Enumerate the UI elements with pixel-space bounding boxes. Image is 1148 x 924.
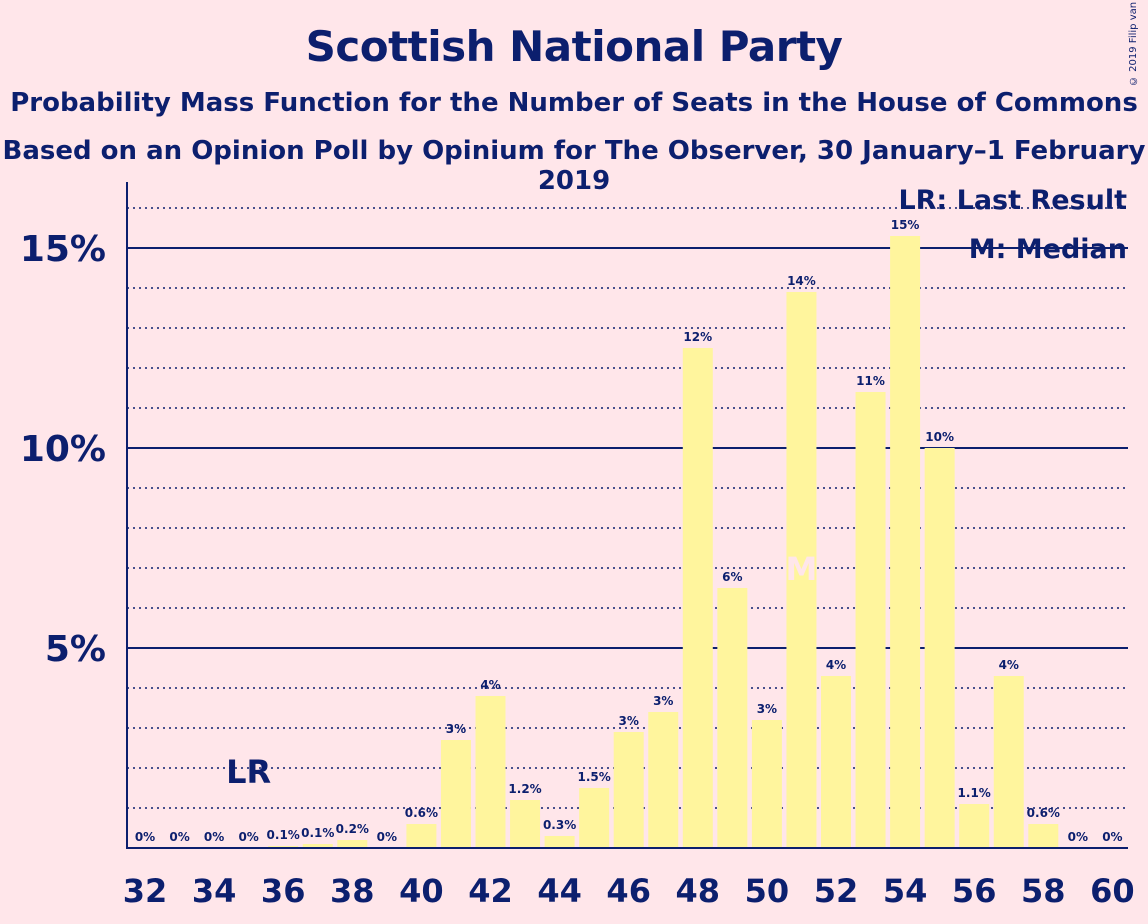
- bar-37: [302, 844, 333, 848]
- bars: [268, 236, 1059, 848]
- data-label-33: 0%: [169, 830, 189, 844]
- x-tick-label: 32: [123, 872, 168, 910]
- data-label-44: 0.3%: [543, 818, 576, 832]
- bar-46: [613, 732, 644, 848]
- bar-45: [579, 788, 610, 848]
- data-labels: 0% 0% 0% 0% 0.1% 0.1% 0.2%0%0.6%3%4%1.2%0.3%1.…: [135, 218, 1123, 844]
- data-label-51: 14%: [787, 274, 816, 288]
- x-tick-label: 36: [261, 872, 306, 910]
- bar-57: [993, 676, 1024, 848]
- chart-subtitle-poll: Based on an Opinion Poll by Opinium for …: [2, 136, 1146, 196]
- legend-last-result: LR: Last Result: [898, 185, 1127, 216]
- gridlines: [127, 207, 1128, 809]
- data-label-40: 0.6%: [405, 806, 438, 820]
- bar-53: [855, 392, 886, 848]
- axes: 5% 10% 15% 32 34 36 38 40 42 44 46 48 50 52 54 56 58 60: [20, 182, 1135, 910]
- data-label-50: 3%: [757, 702, 777, 716]
- data-label-56: 1.1%: [958, 786, 991, 800]
- x-tick-label: 52: [814, 872, 859, 910]
- bar-40: [406, 824, 437, 848]
- legend-median: M: Median: [969, 234, 1127, 265]
- data-label-48: 12%: [683, 330, 712, 344]
- data-label-42: 4%: [480, 678, 500, 692]
- data-label-52: 4%: [826, 658, 846, 672]
- bar-49: [717, 588, 748, 848]
- data-label-37: 0.1%: [301, 826, 334, 840]
- data-label-49: 6%: [722, 570, 742, 584]
- data-label-34: 0%: [204, 830, 224, 844]
- data-label-45: 1.5%: [578, 770, 611, 784]
- x-tick-label: 44: [537, 872, 582, 910]
- y-tick-label: 5%: [45, 629, 106, 670]
- bar-52: [821, 676, 851, 848]
- median-marker: M: [786, 550, 818, 588]
- data-label-60: 0%: [1102, 830, 1122, 844]
- data-label-35: 0%: [238, 830, 258, 844]
- x-tick-label: 58: [1021, 872, 1066, 910]
- x-tick-label: 54: [883, 872, 928, 910]
- x-tick-label: 42: [468, 872, 513, 910]
- bar-54: [890, 236, 921, 848]
- data-label-53: 11%: [856, 374, 885, 388]
- x-tick-label: 60: [1090, 872, 1135, 910]
- chart-title: Scottish National Party: [305, 22, 843, 71]
- bar-44: [544, 836, 575, 848]
- x-tick-label: 34: [192, 872, 237, 910]
- bar-56: [959, 804, 990, 848]
- x-tick-label: 46: [606, 872, 651, 910]
- data-label-54: 15%: [891, 218, 920, 232]
- bar-43: [510, 800, 541, 848]
- data-label-38: 0.2%: [336, 822, 369, 836]
- data-label-47: 3%: [653, 694, 673, 708]
- last-result-marker: LR: [226, 753, 271, 791]
- bar-42: [475, 696, 506, 848]
- data-label-36: 0.1%: [267, 828, 300, 842]
- data-label-41: 3%: [446, 722, 466, 736]
- data-label-58: 0.6%: [1027, 806, 1060, 820]
- bar-51: [786, 292, 817, 848]
- bar-48: [682, 348, 713, 848]
- bar-38: [337, 840, 368, 848]
- x-tick-label: 40: [399, 872, 444, 910]
- legend: LR: Last Result M: Median: [898, 185, 1127, 265]
- y-tick-label: 10%: [20, 429, 106, 470]
- chart-subtitle: Probability Mass Function for the Number…: [10, 88, 1138, 118]
- bar-47: [648, 712, 679, 848]
- bar-50: [751, 720, 782, 848]
- x-tick-label: 38: [330, 872, 375, 910]
- x-tick-label: 56: [952, 872, 997, 910]
- data-label-55: 10%: [925, 430, 954, 444]
- data-label-43: 1.2%: [508, 782, 541, 796]
- bar-58: [1028, 824, 1059, 848]
- x-tick-label: 48: [676, 872, 721, 910]
- data-label-57: 4%: [999, 658, 1019, 672]
- data-label-59: 0%: [1068, 830, 1088, 844]
- y-tick-label: 15%: [20, 229, 106, 270]
- x-tick-label: 50: [745, 872, 790, 910]
- bar-41: [440, 740, 471, 848]
- bar-55: [924, 448, 955, 848]
- data-label-32: 0%: [135, 830, 155, 844]
- data-label-39: 0%: [377, 830, 397, 844]
- data-label-46: 3%: [619, 714, 639, 728]
